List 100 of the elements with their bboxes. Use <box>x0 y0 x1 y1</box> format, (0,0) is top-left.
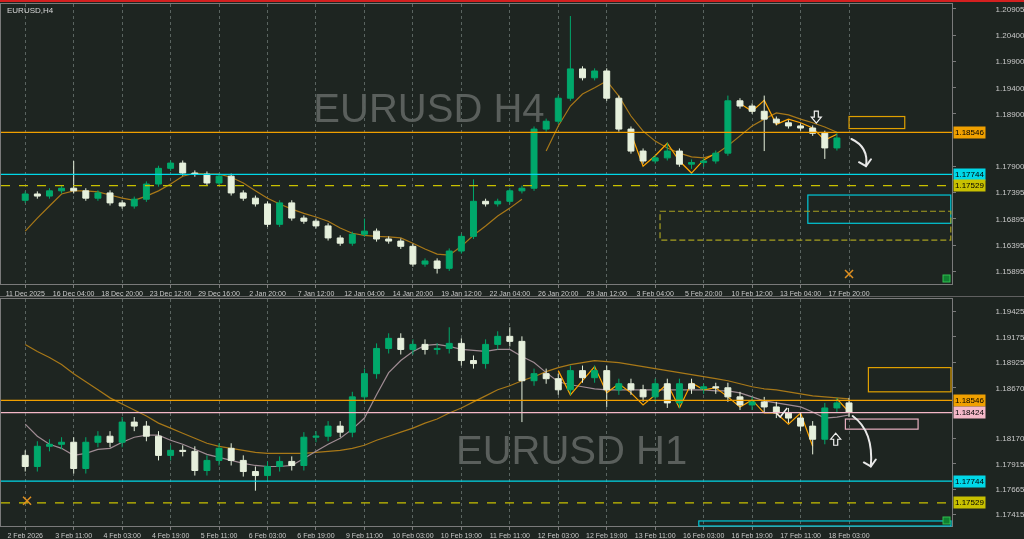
candlestick <box>566 15 574 102</box>
candlestick <box>300 431 308 472</box>
candlestick <box>663 378 671 409</box>
ref-line-label: 1.18546 <box>955 128 985 137</box>
y-tick-label: 1.18900 <box>995 109 1024 119</box>
y-tick-label: 1.19425 <box>995 307 1024 317</box>
candlestick <box>106 430 114 448</box>
candlestick <box>579 65 586 81</box>
ref-line-label: 1.17744 <box>955 477 985 486</box>
candlestick <box>833 397 841 414</box>
candlestick <box>215 173 223 187</box>
y-tick-label: 1.17415 <box>995 510 1024 520</box>
y-tick-label: 1.16395 <box>995 240 1024 250</box>
candlestick <box>360 368 368 403</box>
candlestick <box>324 420 332 442</box>
candlestick <box>712 150 720 165</box>
candlestick <box>639 384 647 403</box>
candlestick <box>118 199 126 210</box>
candlestick <box>45 187 53 200</box>
candlestick <box>251 465 259 492</box>
candlestick <box>288 199 296 222</box>
candlestick <box>94 189 102 202</box>
candlestick <box>797 122 805 132</box>
candlestick <box>651 378 659 403</box>
y-tick-label: 1.17395 <box>995 188 1024 198</box>
y-tick-label: 1.20905 <box>995 4 1024 14</box>
candlestick <box>627 125 635 155</box>
candlestick <box>639 147 647 165</box>
candlestick <box>821 130 829 160</box>
candlestick <box>482 198 490 208</box>
candlestick <box>82 436 90 475</box>
candlestick <box>845 397 853 418</box>
candlestick <box>736 391 744 411</box>
candlestick <box>94 430 102 448</box>
candlestick <box>421 257 429 268</box>
candlestick <box>688 378 695 395</box>
candlestick <box>433 342 441 355</box>
candlestick <box>518 185 526 194</box>
y-tick-label: 1.19175 <box>995 332 1024 342</box>
candlestick <box>530 125 538 192</box>
candlestick <box>348 231 356 247</box>
candlestick <box>457 337 465 367</box>
candlestick <box>591 365 599 384</box>
ref-line-label: 1.17744 <box>955 170 985 179</box>
ref-line-label: 1.18546 <box>955 396 985 405</box>
candlestick <box>821 402 829 445</box>
candlestick <box>554 373 562 396</box>
candlestick <box>470 178 477 240</box>
candlestick <box>797 412 805 432</box>
candlestick <box>167 159 175 172</box>
candlestick <box>130 416 138 432</box>
candlestick <box>579 365 586 384</box>
candlestick <box>155 430 162 461</box>
candlestick <box>227 173 235 197</box>
candlestick <box>554 95 562 125</box>
candlestick <box>70 160 78 194</box>
candlestick <box>542 368 550 385</box>
candlestick <box>264 460 271 482</box>
candlestick <box>506 187 514 205</box>
candlestick <box>445 247 453 272</box>
candlestick <box>470 355 477 370</box>
candlestick <box>324 222 332 242</box>
candlestick <box>627 378 635 396</box>
candlestick <box>482 338 490 370</box>
candlestick <box>724 95 732 157</box>
candlestick <box>21 449 29 473</box>
candlestick <box>688 158 695 170</box>
candlestick <box>33 440 41 473</box>
candlestick <box>385 332 393 354</box>
candlestick <box>748 102 756 115</box>
candlestick <box>675 378 683 409</box>
candlestick <box>70 436 78 475</box>
candlestick <box>300 214 308 225</box>
candlestick <box>106 189 114 206</box>
candlestick <box>336 420 344 438</box>
y-tick-label: 1.18925 <box>995 357 1024 367</box>
candlestick <box>336 234 344 247</box>
annotation: EURUSD H1 <box>456 427 688 473</box>
candlestick <box>264 200 271 228</box>
candlestick <box>760 396 768 413</box>
candlestick <box>506 326 514 347</box>
chart-title: EURUSD,H4 <box>7 6 54 15</box>
candlestick <box>760 95 768 152</box>
candlestick <box>397 332 405 355</box>
candlestick <box>348 391 356 438</box>
candlestick <box>130 196 138 210</box>
candlestick <box>179 159 187 177</box>
candlestick <box>784 407 792 424</box>
candlestick <box>421 338 429 355</box>
candlestick <box>736 97 744 110</box>
candlestick <box>82 187 90 202</box>
annotation: EURUSD H4 <box>313 85 545 131</box>
candlestick <box>239 454 247 478</box>
candlestick <box>409 243 417 268</box>
y-tick-label: 1.18670 <box>995 383 1024 393</box>
y-tick-label: 1.18170 <box>995 434 1024 444</box>
y-tick-label: 1.19400 <box>995 83 1024 93</box>
candlestick <box>167 444 175 461</box>
candlestick <box>45 438 53 452</box>
candlestick <box>603 365 611 408</box>
